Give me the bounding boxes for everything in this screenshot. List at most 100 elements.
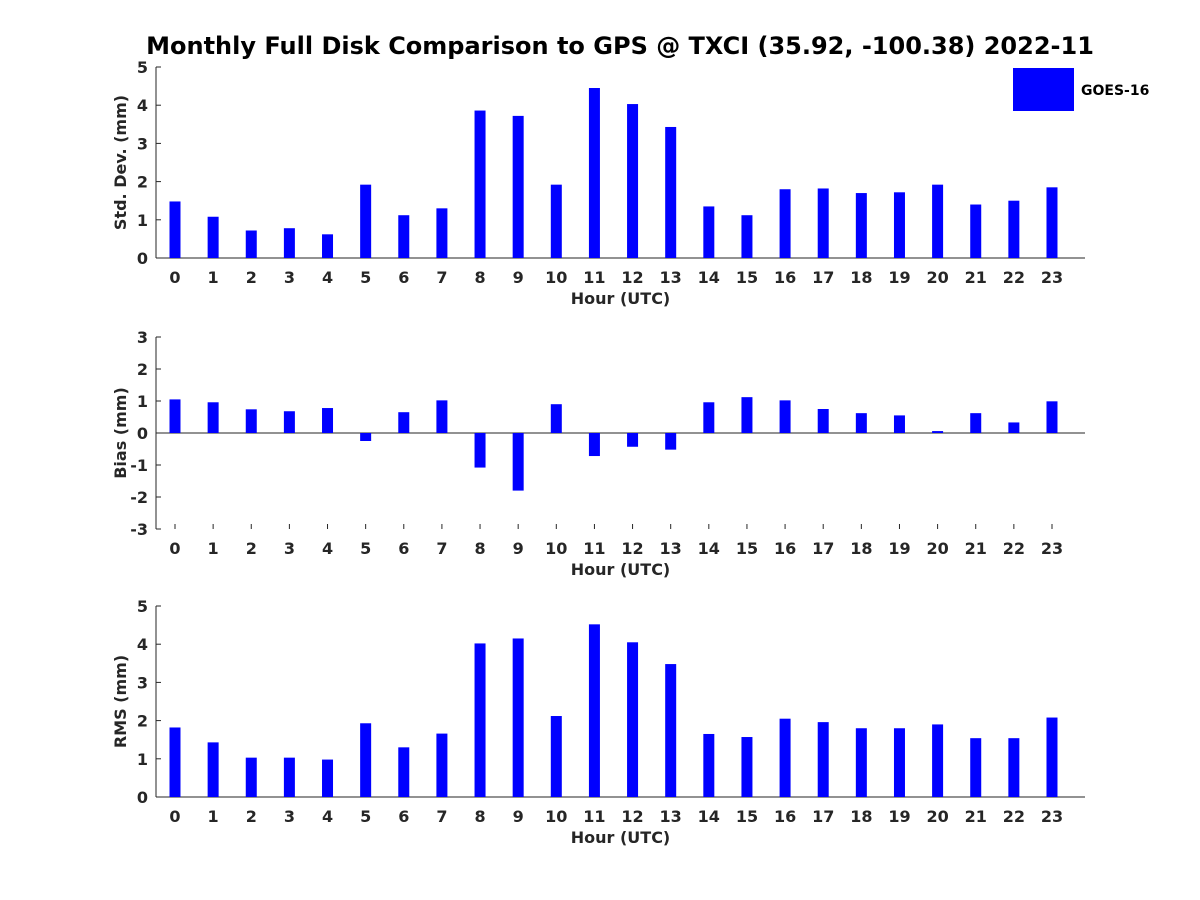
bar xyxy=(1046,401,1058,433)
x-tick-label: 0 xyxy=(169,807,180,826)
y-tick-label: 3 xyxy=(137,134,148,153)
x-tick-label: 2 xyxy=(246,268,257,287)
x-tick-label: 15 xyxy=(736,268,758,287)
bar xyxy=(245,230,257,258)
x-tick-label: 17 xyxy=(812,539,834,558)
x-tick-label: 22 xyxy=(1003,268,1025,287)
x-tick-label: 4 xyxy=(322,268,333,287)
bar xyxy=(1046,717,1058,797)
bar xyxy=(207,742,219,797)
bar xyxy=(360,433,372,441)
y-tick-label: 1 xyxy=(137,211,148,230)
bar xyxy=(817,722,829,797)
bar xyxy=(169,727,181,797)
y-axis-label: Std. Dev. (mm) xyxy=(111,95,130,230)
bar xyxy=(932,431,944,433)
bar xyxy=(398,412,410,433)
x-tick-label: 3 xyxy=(284,539,295,558)
bar xyxy=(741,397,753,433)
x-tick-label: 19 xyxy=(888,539,910,558)
y-tick-label: 4 xyxy=(137,96,148,115)
bar xyxy=(665,126,677,258)
bar xyxy=(474,433,486,468)
x-tick-label: 15 xyxy=(736,807,758,826)
bar xyxy=(627,642,639,797)
x-tick-label: 9 xyxy=(513,539,524,558)
x-axis-label: Hour (UTC) xyxy=(571,828,671,847)
x-tick-label: 4 xyxy=(322,807,333,826)
y-tick-label: -2 xyxy=(130,488,148,507)
bar xyxy=(398,747,410,797)
bar xyxy=(855,728,867,797)
x-tick-label: 23 xyxy=(1041,539,1063,558)
x-tick-label: 20 xyxy=(926,539,948,558)
bar xyxy=(245,757,257,797)
bar xyxy=(817,188,829,258)
x-tick-label: 8 xyxy=(474,539,485,558)
bar xyxy=(855,193,867,258)
x-tick-label: 16 xyxy=(774,807,796,826)
bar xyxy=(588,433,600,457)
x-tick-label: 0 xyxy=(169,268,180,287)
x-tick-label: 18 xyxy=(850,268,872,287)
bar xyxy=(245,409,257,433)
x-tick-label: 16 xyxy=(774,268,796,287)
x-tick-label: 6 xyxy=(398,268,409,287)
x-tick-label: 22 xyxy=(1003,807,1025,826)
x-tick-label: 11 xyxy=(583,807,605,826)
x-tick-label: 23 xyxy=(1041,807,1063,826)
bar xyxy=(322,408,334,433)
y-tick-label: 0 xyxy=(137,424,148,443)
x-tick-label: 1 xyxy=(208,807,219,826)
x-tick-label: 17 xyxy=(812,268,834,287)
y-tick-label: 5 xyxy=(137,58,148,77)
bar xyxy=(322,234,334,258)
x-tick-label: 8 xyxy=(474,807,485,826)
x-tick-label: 4 xyxy=(322,539,333,558)
x-tick-label: 5 xyxy=(360,807,371,826)
bar xyxy=(817,409,829,433)
y-tick-label: 4 xyxy=(137,635,148,654)
bar xyxy=(283,757,295,797)
bar xyxy=(322,759,334,797)
y-axis-label: Bias (mm) xyxy=(111,387,130,479)
x-tick-label: 13 xyxy=(660,807,682,826)
bar xyxy=(1008,422,1020,433)
y-tick-label: -1 xyxy=(130,456,148,475)
x-tick-label: 20 xyxy=(926,268,948,287)
y-tick-label: 3 xyxy=(137,328,148,347)
x-tick-label: 15 xyxy=(736,539,758,558)
bar xyxy=(398,215,410,258)
x-tick-label: 2 xyxy=(246,539,257,558)
bar xyxy=(512,433,524,491)
bar xyxy=(436,733,448,797)
bar xyxy=(436,208,448,258)
bar xyxy=(741,737,753,797)
bar xyxy=(970,204,982,258)
bar xyxy=(550,184,562,258)
bar xyxy=(779,189,791,258)
legend-label: GOES-16 xyxy=(1081,83,1149,99)
x-tick-label: 10 xyxy=(545,807,567,826)
bar xyxy=(207,402,219,433)
bar xyxy=(360,723,372,797)
bar xyxy=(970,413,982,433)
bar xyxy=(893,192,905,258)
x-tick-label: 22 xyxy=(1003,539,1025,558)
bar xyxy=(169,201,181,258)
x-tick-label: 23 xyxy=(1041,268,1063,287)
x-axis-label: Hour (UTC) xyxy=(571,560,671,579)
x-axis-label: Hour (UTC) xyxy=(571,289,671,308)
bar xyxy=(588,88,600,258)
bar xyxy=(512,115,524,259)
x-tick-label: 0 xyxy=(169,539,180,558)
x-tick-label: 10 xyxy=(545,539,567,558)
x-tick-label: 2 xyxy=(246,807,257,826)
y-tick-label: 0 xyxy=(137,249,148,268)
x-tick-label: 21 xyxy=(965,268,987,287)
bar xyxy=(169,399,181,433)
